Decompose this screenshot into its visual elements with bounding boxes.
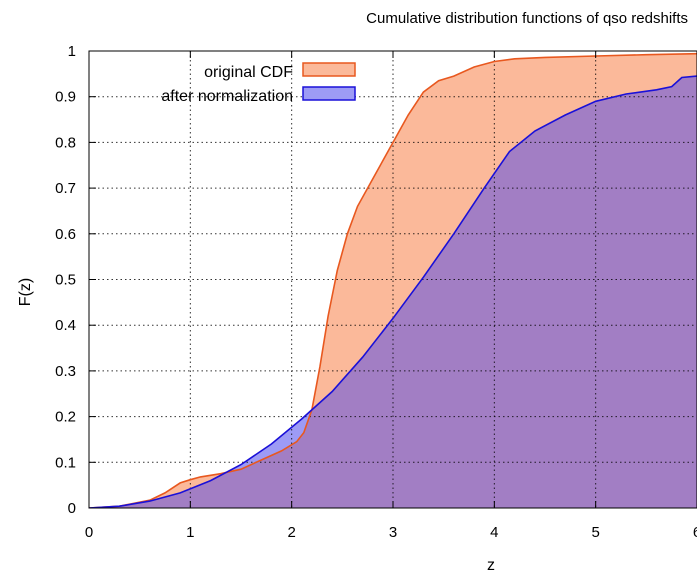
y-tick-label: 0.8 xyxy=(55,134,76,151)
legend: original CDF after normalization xyxy=(161,62,356,105)
legend-label-normalized: after normalization xyxy=(161,88,293,105)
x-tick-label: 0 xyxy=(85,524,93,541)
x-tick-label: 3 xyxy=(389,524,397,541)
y-tick-label: 0.6 xyxy=(55,226,76,243)
y-tick-label: 0.9 xyxy=(55,89,76,106)
y-axis-label: F(z) xyxy=(17,278,34,306)
y-tick-label: 1 xyxy=(68,43,76,60)
legend-swatch-normalized xyxy=(302,86,356,101)
x-tick-label: 5 xyxy=(591,524,599,541)
y-tick-label: 0.2 xyxy=(55,409,76,426)
x-tick-label: 1 xyxy=(186,524,194,541)
chart-title: Cumulative distribution functions of qso… xyxy=(366,10,688,27)
axis-ticks xyxy=(88,50,697,509)
normalized-cdf-line xyxy=(89,75,697,508)
y-tick-labels: 0 0.1 0.2 0.3 0.4 0.5 0.6 0.7 0.8 0.9 1 xyxy=(55,43,76,517)
y-tick-label: 0.7 xyxy=(55,180,76,197)
y-tick-label: 0.1 xyxy=(55,454,76,471)
legend-label-original: original CDF xyxy=(204,64,293,81)
x-axis-label: z xyxy=(487,557,495,574)
x-tick-label: 4 xyxy=(490,524,498,541)
x-tick-label: 2 xyxy=(287,524,295,541)
y-tick-label: 0.5 xyxy=(55,272,76,289)
plot-area xyxy=(89,51,697,508)
x-tick-label: 6 xyxy=(693,524,697,541)
y-tick-label: 0.3 xyxy=(55,363,76,380)
y-tick-label: 0.4 xyxy=(55,317,76,334)
original-cdf-line xyxy=(89,52,697,508)
legend-swatch-original xyxy=(302,62,356,77)
x-tick-labels: 0 1 2 3 4 5 6 xyxy=(85,524,697,541)
y-tick-label: 0 xyxy=(68,500,76,517)
